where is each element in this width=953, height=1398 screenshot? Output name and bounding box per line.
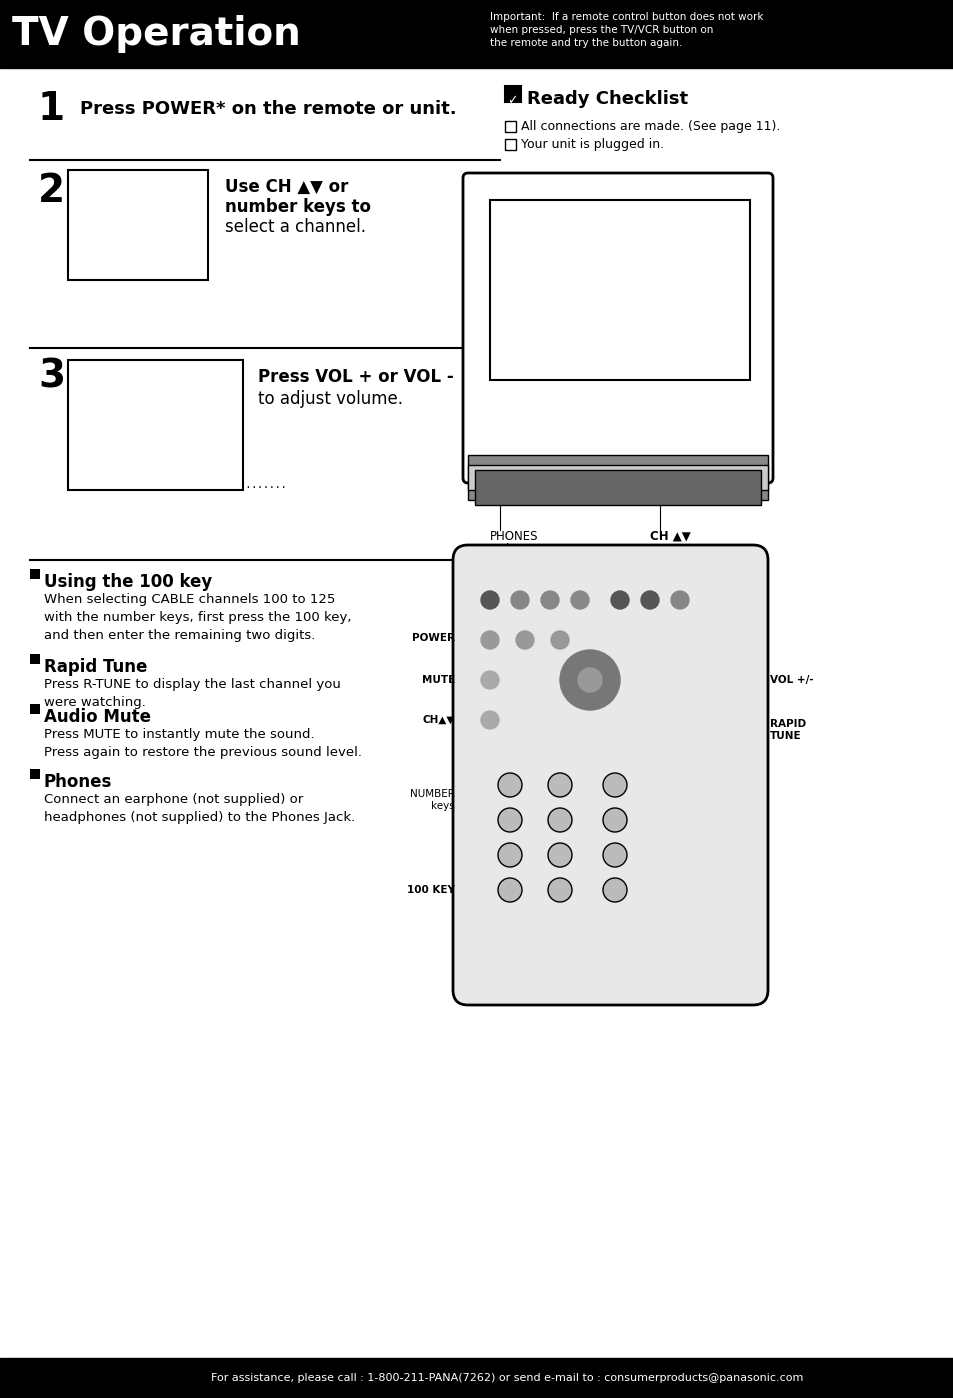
Text: RAPID
TUNE: RAPID TUNE — [769, 719, 805, 741]
Text: ABC: ABC — [182, 206, 202, 217]
Bar — [70, 1362, 943, 1394]
Text: 0.8: 0.8 — [177, 190, 202, 206]
Text: POWER: POWER — [412, 633, 455, 643]
Bar — [504, 87, 520, 102]
Circle shape — [540, 591, 558, 610]
Text: TV Operation: TV Operation — [12, 15, 300, 53]
Text: Ready Checklist: Ready Checklist — [526, 89, 687, 108]
Text: All connections are made. (See page 11).: All connections are made. (See page 11). — [520, 120, 780, 133]
Circle shape — [670, 591, 688, 610]
Circle shape — [480, 671, 498, 689]
Text: Rapid Tune: Rapid Tune — [44, 658, 147, 677]
Bar — [504, 138, 516, 150]
Text: Phones: Phones — [44, 773, 112, 791]
Text: 2: 2 — [38, 172, 65, 210]
FancyBboxPatch shape — [453, 545, 767, 1005]
Text: 24 ||||||||||||.....................: 24 ||||||||||||..................... — [75, 480, 286, 491]
Text: Using the 100 key: Using the 100 key — [44, 573, 212, 591]
Text: NUMBER
keys: NUMBER keys — [410, 788, 455, 811]
Text: Use CH ▲▼ or: Use CH ▲▼ or — [225, 178, 348, 196]
Bar — [30, 569, 40, 579]
Circle shape — [547, 843, 572, 867]
Bar — [504, 122, 516, 131]
Text: Connect an earphone (not supplied) or
headphones (not supplied) to the Phones Ja: Connect an earphone (not supplied) or he… — [44, 793, 355, 823]
Text: Press R-TUNE to display the last channel you
were watching.: Press R-TUNE to display the last channel… — [44, 678, 340, 709]
Circle shape — [578, 668, 601, 692]
Circle shape — [547, 773, 572, 797]
Text: Press POWER* on the remote or unit.: Press POWER* on the remote or unit. — [80, 101, 456, 117]
Bar — [468, 454, 767, 500]
Bar — [0, 0, 953, 69]
Text: number keys to: number keys to — [225, 199, 371, 217]
FancyBboxPatch shape — [68, 171, 208, 280]
Text: Important:  If a remote control button does not work
when pressed, press the TV/: Important: If a remote control button do… — [490, 13, 762, 49]
Text: MUTE: MUTE — [421, 675, 455, 685]
Circle shape — [516, 630, 534, 649]
Bar — [0, 1357, 953, 1398]
Text: ✓: ✓ — [506, 94, 517, 108]
Circle shape — [571, 591, 588, 610]
Bar — [468, 466, 767, 491]
Circle shape — [602, 808, 626, 832]
Text: CH▲▼: CH▲▼ — [422, 714, 455, 726]
Text: PHONES: PHONES — [490, 530, 537, 542]
Circle shape — [480, 712, 498, 728]
Text: Press VOL + or VOL -: Press VOL + or VOL - — [257, 368, 454, 386]
Bar — [490, 200, 749, 380]
Circle shape — [640, 591, 659, 610]
Circle shape — [602, 878, 626, 902]
Text: 1: 1 — [38, 89, 65, 129]
Circle shape — [610, 591, 628, 610]
Circle shape — [497, 843, 521, 867]
Circle shape — [602, 843, 626, 867]
Circle shape — [547, 878, 572, 902]
Text: VOL + / VOL -: VOL + / VOL - — [559, 261, 639, 275]
Text: VOL +/-: VOL +/- — [769, 675, 813, 685]
Text: When selecting CABLE channels 100 to 125
with the number keys, first press the 1: When selecting CABLE channels 100 to 125… — [44, 593, 351, 642]
Text: For assistance, please call : 1-800-211-PANA(7262) or send e-mail to : consumerp: For assistance, please call : 1-800-211-… — [211, 1373, 802, 1383]
Circle shape — [511, 591, 529, 610]
FancyBboxPatch shape — [68, 361, 243, 491]
Bar — [30, 769, 40, 779]
Text: Press MUTE to instantly mute the sound.
Press again to restore the previous soun: Press MUTE to instantly mute the sound. … — [44, 728, 361, 759]
Text: select a channel.: select a channel. — [225, 218, 366, 236]
Bar — [30, 654, 40, 664]
Bar — [475, 470, 760, 505]
Circle shape — [480, 630, 498, 649]
Circle shape — [480, 591, 498, 610]
Circle shape — [602, 773, 626, 797]
Bar — [30, 705, 40, 714]
Text: Jack: Jack — [490, 542, 514, 556]
Text: Audio Mute: Audio Mute — [44, 707, 151, 726]
Circle shape — [497, 773, 521, 797]
Text: CH ▲▼: CH ▲▼ — [649, 530, 690, 542]
FancyBboxPatch shape — [462, 173, 772, 482]
Text: to adjust volume.: to adjust volume. — [257, 390, 402, 408]
Circle shape — [547, 808, 572, 832]
Text: 100 KEY: 100 KEY — [407, 885, 455, 895]
Text: POWER: POWER — [499, 315, 543, 329]
Text: 22: 22 — [38, 1369, 69, 1388]
Circle shape — [497, 878, 521, 902]
Text: 3: 3 — [38, 358, 65, 396]
Circle shape — [551, 630, 568, 649]
Circle shape — [559, 650, 619, 710]
Circle shape — [497, 808, 521, 832]
Text: Your unit is plugged in.: Your unit is plugged in. — [520, 138, 663, 151]
